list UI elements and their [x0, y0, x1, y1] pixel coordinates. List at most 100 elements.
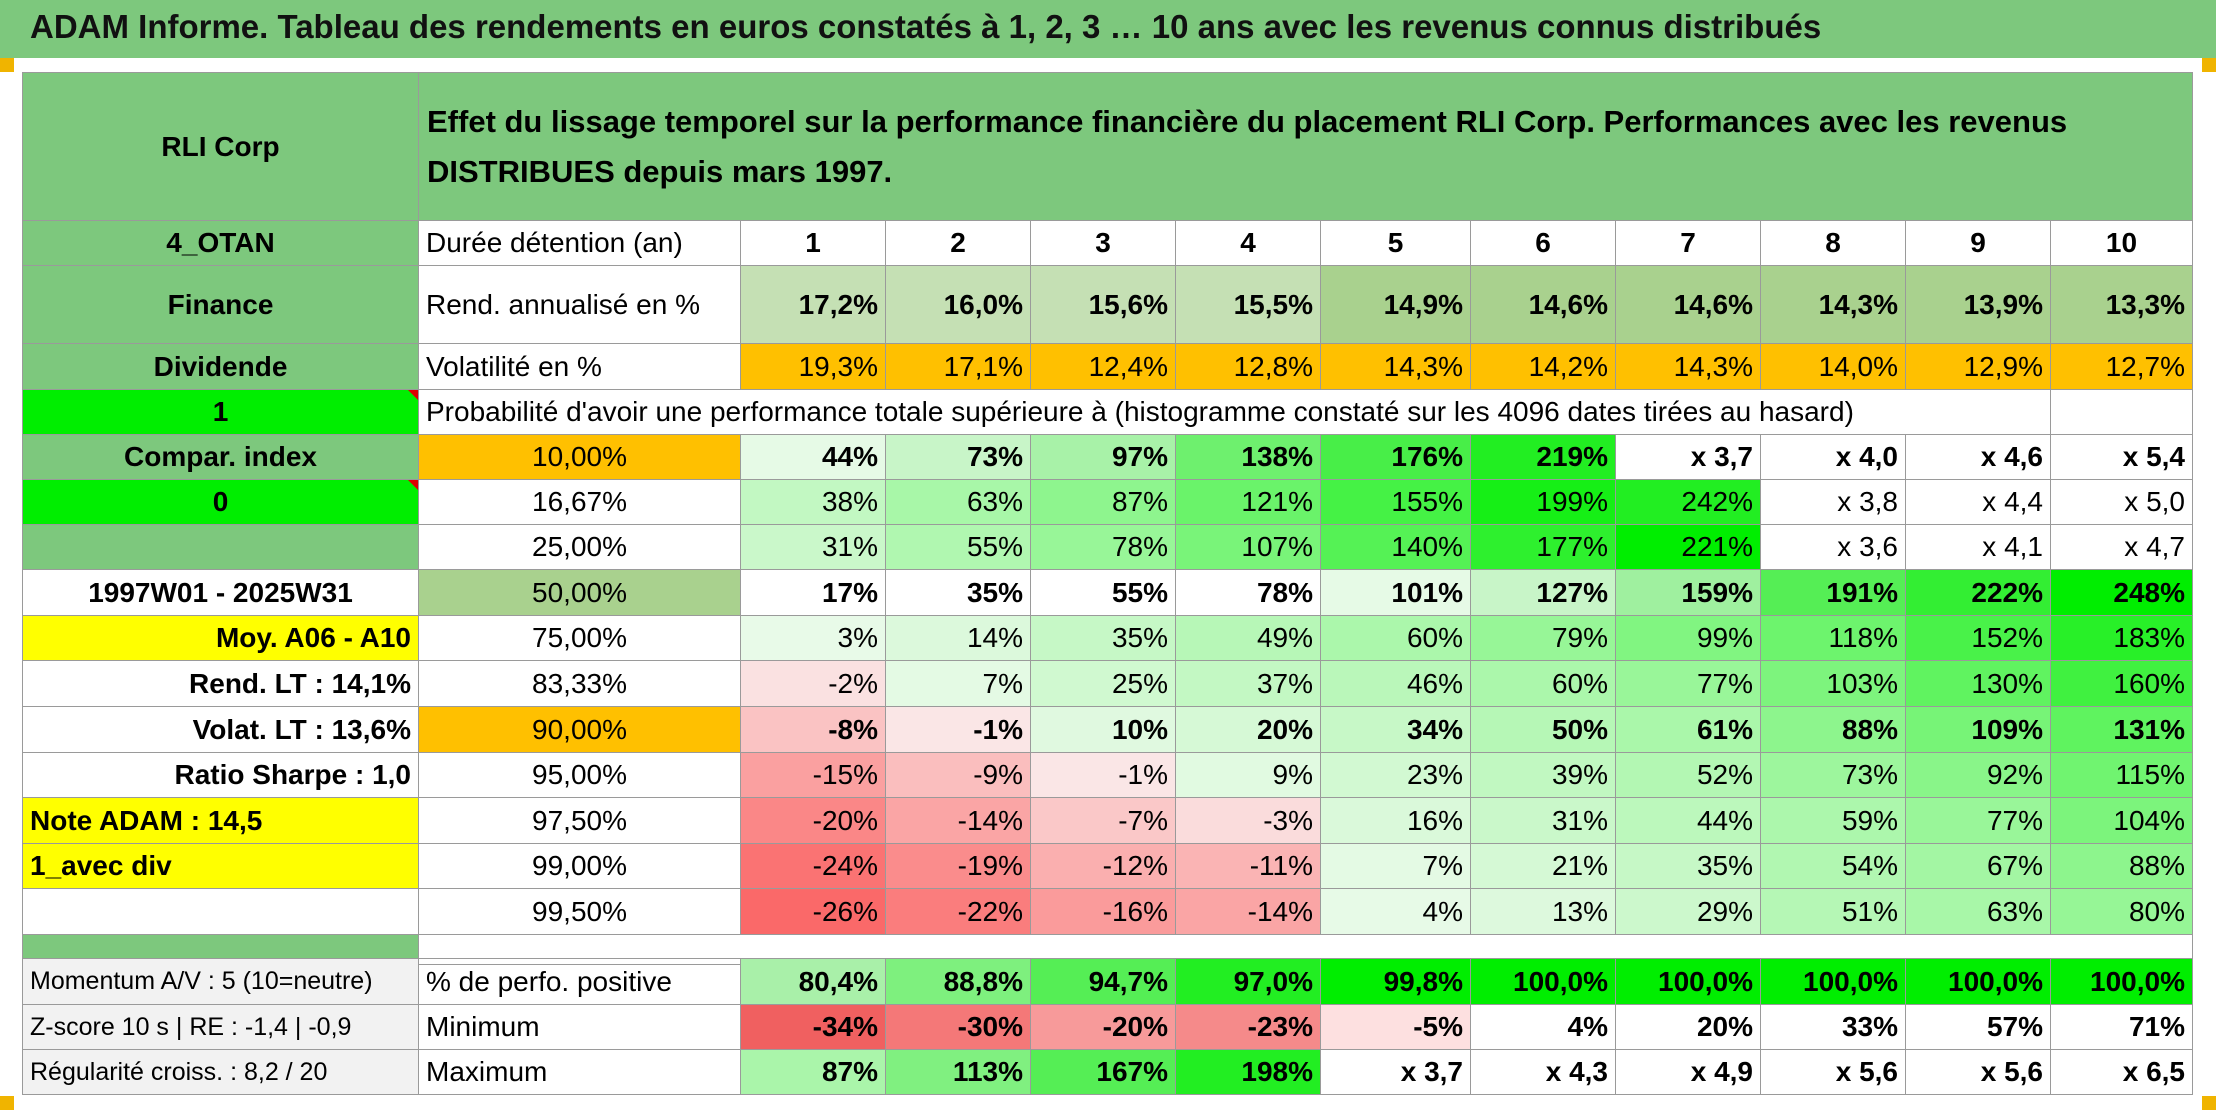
probability-value: 222%	[1905, 569, 2051, 616]
rend-value: 14,6%	[1470, 265, 1616, 344]
probability-value: 3%	[740, 615, 886, 661]
rend-value: 16,0%	[885, 265, 1031, 344]
momentum-label: Momentum A/V : 5 (10=neutre)	[22, 958, 419, 1005]
vol-value: 12,4%	[1030, 343, 1176, 390]
vol-label: Volatilité en %	[418, 343, 741, 390]
selector-1[interactable]: 1	[22, 389, 419, 435]
minimum-value: -23%	[1175, 1004, 1321, 1050]
probability-value: 118%	[1760, 615, 1906, 661]
minimum-value: 4%	[1470, 1004, 1616, 1050]
probability-row: Ratio Sharpe : 1,0 95,00% -15% -9% -1% 9% 23% 3…	[22, 752, 2193, 798]
year-header: 1	[740, 220, 886, 266]
probability-value: -8%	[740, 706, 886, 753]
probability-value: 107%	[1175, 524, 1321, 570]
probability-value: 10%	[1030, 706, 1176, 753]
zscore-label: Z-score 10 s | RE : -1,4 | -0,9	[22, 1004, 419, 1050]
probability-value: 51%	[1760, 888, 1906, 935]
summary-table: Momentum A/V : 5 (10=neutre) % de perfo.…	[22, 958, 2193, 1095]
probability-value: x 4,4	[1905, 479, 2051, 525]
positive-perf-value: 100,0%	[1470, 958, 1616, 1005]
probability-value: 21%	[1470, 843, 1616, 889]
probability-row: Volat. LT : 13,6% 90,00% -8% -1% 10% 20% 34% 50…	[22, 706, 2193, 753]
probability-value: -14%	[1175, 888, 1321, 935]
period-label: 1997W01 - 2025W31	[22, 569, 419, 616]
probability-threshold: 25,00%	[418, 524, 741, 570]
vol-value: 12,7%	[2050, 343, 2193, 390]
probability-value: 140%	[1320, 524, 1471, 570]
year-header: 9	[1905, 220, 2051, 266]
probability-value: 130%	[1905, 660, 2051, 707]
probability-value: 52%	[1615, 752, 1761, 798]
selector-2[interactable]: 0	[22, 479, 419, 525]
max-label: Maximum	[418, 1049, 741, 1095]
table-description: Effet du lissage temporel sur la perform…	[418, 72, 2193, 221]
probability-value: 99%	[1615, 615, 1761, 661]
probability-value: 23%	[1320, 752, 1471, 798]
report-title: ADAM Informe. Tableau des rendements en …	[30, 8, 1822, 45]
corner-marker	[0, 58, 14, 72]
year-header: 4	[1175, 220, 1321, 266]
probability-value: 34%	[1320, 706, 1471, 753]
probability-threshold: 99,00%	[418, 843, 741, 889]
probability-value: 14%	[885, 615, 1031, 661]
probability-value: 61%	[1615, 706, 1761, 753]
probability-value: 115%	[2050, 752, 2193, 798]
years-label: Durée détention (an)	[418, 220, 741, 266]
probability-value: -14%	[885, 797, 1031, 844]
year-header: 3	[1030, 220, 1176, 266]
maximum-value: x 6,5	[2050, 1049, 2193, 1095]
probability-row: Moy. A06 - A10 75,00% 3% 14% 35% 49% 60% 79% 99%…	[22, 615, 2193, 661]
probability-threshold: 95,00%	[418, 752, 741, 798]
probability-row: Compar. index 10,00% 44% 73% 97% 138% 176% 219%…	[22, 434, 2193, 480]
min-label: Minimum	[418, 1004, 741, 1050]
rend-value: 13,9%	[1905, 265, 2051, 344]
probability-value: -7%	[1030, 797, 1176, 844]
vol-value: 14,3%	[1320, 343, 1471, 390]
probability-value: 54%	[1760, 843, 1906, 889]
maximum-value: x 5,6	[1905, 1049, 2051, 1095]
minimum-value: 33%	[1760, 1004, 1906, 1050]
probability-value: 38%	[740, 479, 886, 525]
probability-value: 39%	[1470, 752, 1616, 798]
vol-value: 14,0%	[1760, 343, 1906, 390]
vol-value: 12,9%	[1905, 343, 2051, 390]
probability-value: x 4,7	[2050, 524, 2193, 570]
corner-marker	[2202, 1096, 2216, 1110]
probability-row: 1997W01 - 2025W31 50,00% 17% 35% 55% 78% 101% 1…	[22, 569, 2193, 616]
probability-value: 219%	[1470, 434, 1616, 480]
probability-value: 37%	[1175, 660, 1321, 707]
probability-value: -22%	[885, 888, 1031, 935]
sector-label: Finance	[22, 265, 419, 344]
vol-value: 12,8%	[1175, 343, 1321, 390]
rend-value: 17,2%	[740, 265, 886, 344]
pos-label: % de perfo. positive	[418, 958, 741, 1005]
probability-value: 77%	[1615, 660, 1761, 707]
probability-value: 80%	[2050, 888, 2193, 935]
compar-index-label: Compar. index	[22, 434, 419, 480]
probability-value: 50%	[1470, 706, 1616, 753]
probability-value: 55%	[885, 524, 1031, 570]
year-header: 2	[885, 220, 1031, 266]
probability-value: 60%	[1470, 660, 1616, 707]
probability-value: 31%	[740, 524, 886, 570]
year-header: 8	[1760, 220, 1906, 266]
positive-perf-value: 100,0%	[1615, 958, 1761, 1005]
probability-value: 191%	[1760, 569, 1906, 616]
probability-value: 67%	[1905, 843, 2051, 889]
probability-threshold: 90,00%	[418, 706, 741, 753]
probability-value: 109%	[1905, 706, 2051, 753]
probability-row: Note ADAM : 14,5 97,50% -20% -14% -7% -3% 16% 3…	[22, 797, 2193, 844]
title-bar: ADAM Informe. Tableau des rendements en …	[0, 0, 2216, 58]
probability-value: 159%	[1615, 569, 1761, 616]
probability-value: 176%	[1320, 434, 1471, 480]
rend-value: 14,6%	[1615, 265, 1761, 344]
probability-value: -3%	[1175, 797, 1321, 844]
probability-value: 63%	[1905, 888, 2051, 935]
probability-value: 31%	[1470, 797, 1616, 844]
maximum-value: x 5,6	[1760, 1049, 1906, 1095]
vol-value: 17,1%	[885, 343, 1031, 390]
year-header: 10	[2050, 220, 2193, 266]
probability-value: 46%	[1320, 660, 1471, 707]
positive-perf-value: 88,8%	[885, 958, 1031, 1005]
probability-value: x 3,7	[1615, 434, 1761, 480]
